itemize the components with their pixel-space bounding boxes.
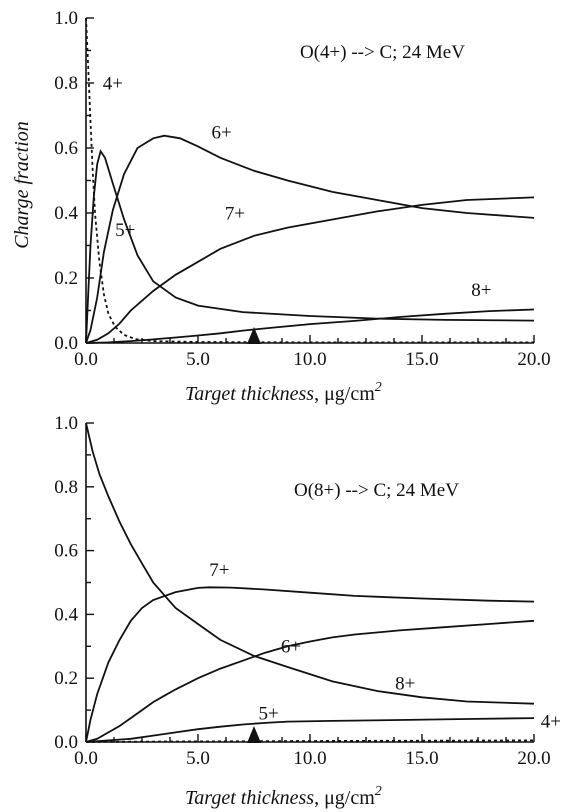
x-tick-label: 15.0: [405, 748, 438, 769]
y-tick-label: 0.2: [54, 268, 78, 289]
y-tick-label: 0.2: [54, 668, 78, 689]
series-line-6plus: [85, 134, 535, 344]
x-tick-label: 15.0: [405, 349, 438, 370]
x-tick-label: 20.0: [517, 748, 550, 769]
bottom-x-axis-title: Target thickness, μg/cm2: [185, 784, 382, 809]
x-tick-label: 0.0: [74, 349, 98, 370]
series-label-5plus: 5+: [258, 704, 278, 725]
x-axis-title-unit: , μg/cm: [314, 787, 375, 809]
series-label-7plus: 7+: [209, 560, 229, 581]
x-tick-label: 10.0: [293, 349, 326, 370]
y-tick-label: 0.0: [54, 333, 78, 354]
x-tick-label: 20.0: [517, 349, 550, 370]
y-tick-label: 1.0: [54, 413, 78, 434]
y-tick-label: 0.0: [54, 732, 78, 753]
series-label-5plus: 5+: [115, 220, 135, 241]
x-tick-label: 5.0: [186, 349, 210, 370]
series-line-4plus: [85, 17, 534, 344]
thickness-marker-arrow: [247, 726, 261, 743]
series-line-7plus: [85, 196, 535, 344]
series-line-8plus: [85, 308, 535, 344]
bottom-panel: O(8+) --> C; 24 MeV Target thickness, μg…: [54, 413, 561, 809]
series-line-6plus: [85, 619, 535, 743]
x-tick-label: 10.0: [293, 748, 326, 769]
x-axis-title-sup: 2: [375, 784, 382, 799]
top-panel-annotation: O(4+) --> C; 24 MeV: [300, 42, 465, 63]
top-x-axis-title: Target thickness, μg/cm2: [185, 380, 382, 405]
series-label-4plus: 4+: [541, 712, 561, 733]
series-label-8plus: 8+: [471, 280, 491, 301]
y-tick-label: 1.0: [54, 8, 78, 29]
x-axis-title-unit: , μg/cm: [314, 383, 375, 405]
x-axis-title-text: Target thickness: [185, 787, 314, 809]
x-axis-title-sup: 2: [375, 380, 382, 395]
y-tick-label: 0.4: [54, 203, 78, 224]
series-line-5plus: [85, 149, 535, 344]
series-label-8plus: 8+: [395, 673, 415, 694]
bottom-panel-annotation: O(8+) --> C; 24 MeV: [294, 480, 459, 501]
y-tick-label: 0.6: [54, 541, 78, 562]
series-line-8plus: [85, 422, 535, 705]
y-axis-title: Charge fraction: [11, 121, 33, 249]
series-label-4plus: 4+: [103, 74, 123, 95]
y-tick-label: 0.4: [54, 604, 78, 625]
series-label-6plus: 6+: [211, 122, 231, 143]
series-line-7plus: [85, 586, 535, 743]
y-tick-label: 0.6: [54, 138, 78, 159]
x-tick-label: 5.0: [186, 748, 210, 769]
x-axis-title-text: Target thickness: [185, 383, 314, 405]
x-tick-label: 0.0: [74, 748, 98, 769]
y-tick-label: 0.8: [54, 477, 78, 498]
series-label-6plus: 6+: [281, 637, 301, 658]
series-line-5plus: [85, 717, 535, 743]
thickness-marker-arrow: [247, 327, 261, 344]
series-label-7plus: 7+: [225, 204, 245, 225]
y-tick-label: 0.8: [54, 73, 78, 94]
top-panel: Charge fraction O(4+) --> C; 24 MeV Targ…: [11, 8, 551, 405]
